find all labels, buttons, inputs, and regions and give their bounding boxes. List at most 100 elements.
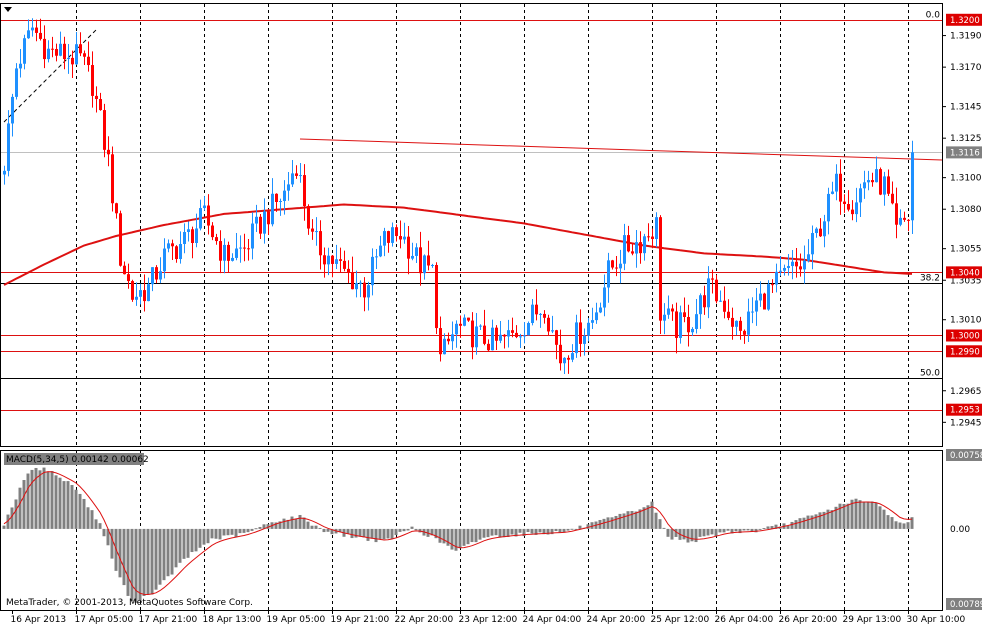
candle-body <box>647 236 650 238</box>
macd-zero-label: 0.00 <box>950 525 970 535</box>
price-tag-label: 1.2990 <box>950 347 980 357</box>
price-tag <box>946 266 982 279</box>
time-axis: 16 Apr 2013 17 Apr 05:00 17 Apr 21:00 18 Ap… <box>11 610 965 625</box>
macd-bar <box>886 515 890 529</box>
candle-body <box>867 180 870 183</box>
macd-bar <box>58 477 62 529</box>
candle-body <box>731 317 734 327</box>
macd-bar <box>126 528 130 596</box>
macd-bar <box>298 514 302 529</box>
candle-body <box>75 44 78 65</box>
candle-body <box>491 327 494 351</box>
price-tick-label: 1.3190 <box>950 32 982 42</box>
candle-body <box>23 38 26 64</box>
candle-body <box>783 267 786 271</box>
candle-body <box>495 327 498 341</box>
candle-body <box>307 206 310 229</box>
macd-bar <box>142 528 146 596</box>
candle-body <box>195 228 198 244</box>
macd-bar <box>506 528 510 538</box>
candle-body <box>635 242 638 254</box>
time-label: 18 Apr 13:00 <box>203 615 262 625</box>
macd-bar <box>674 528 678 537</box>
macd-bar <box>310 525 314 529</box>
macd-bar <box>246 528 250 533</box>
candle-body <box>455 323 458 335</box>
candle-body <box>687 316 690 333</box>
time-label: 16 Apr 2013 <box>11 615 67 625</box>
price-tag-label: 1.3200 <box>950 16 980 26</box>
macd-bar <box>518 528 522 533</box>
candle-body <box>447 338 450 342</box>
macd-bar <box>134 528 138 603</box>
candle-body <box>775 271 778 285</box>
macd-bar <box>478 528 482 540</box>
macd-bar <box>34 467 38 529</box>
macd-bar <box>770 526 774 529</box>
candle-body <box>395 227 398 237</box>
chart-menu-arrow-icon[interactable] <box>4 7 12 12</box>
macd-bar <box>26 473 30 529</box>
macd-bar <box>566 528 570 531</box>
macd-bar <box>122 528 126 586</box>
macd-bar <box>490 528 494 536</box>
macd-bar <box>438 528 442 543</box>
candle-body <box>211 225 214 238</box>
macd-bar <box>382 528 386 540</box>
macd-bar <box>822 511 826 529</box>
candle-body <box>567 357 570 360</box>
macd-bar <box>730 528 734 534</box>
macd-bar <box>206 528 210 544</box>
candle-body <box>499 334 502 341</box>
candle-body <box>139 290 142 297</box>
candle-body <box>603 287 606 308</box>
candle-body <box>295 173 298 176</box>
macd-bar <box>78 493 82 529</box>
candle-body <box>327 255 330 265</box>
candle-body <box>855 202 858 215</box>
candle-body <box>151 267 154 285</box>
macd-bar <box>494 528 498 536</box>
candle-body <box>839 173 842 202</box>
macd-bar <box>158 528 162 585</box>
candle-body <box>771 284 774 286</box>
candle-body <box>835 173 838 192</box>
candle-body <box>43 38 46 60</box>
candle-body <box>423 255 426 274</box>
macd-bar <box>226 528 230 536</box>
macd-bar <box>482 528 486 538</box>
candle-body <box>871 180 874 183</box>
macd-bar <box>530 528 534 534</box>
macd-bar <box>182 528 186 559</box>
macd-bar <box>214 528 218 539</box>
candle-body <box>859 188 862 203</box>
macd-bar <box>306 521 310 529</box>
time-label: 29 Apr 13:00 <box>843 615 902 625</box>
macd-bar <box>294 518 298 529</box>
candle-body <box>659 217 662 321</box>
candle-body <box>695 314 698 329</box>
candle-body <box>671 308 674 312</box>
macd-bar <box>462 528 466 546</box>
candle-body <box>719 300 722 302</box>
price-tick-label: 1.2945 <box>950 418 982 428</box>
time-label: 25 Apr 12:00 <box>651 615 710 625</box>
candle-body <box>119 213 122 266</box>
candle-body <box>551 330 554 332</box>
candle-body <box>899 217 902 225</box>
candle-body <box>335 259 338 264</box>
candle-body <box>431 264 434 266</box>
candle-body <box>227 244 230 261</box>
macd-bar <box>550 528 554 535</box>
macd-bar <box>734 528 738 532</box>
macd-bar <box>86 507 90 529</box>
macd-bar <box>350 528 354 539</box>
price-tag <box>946 329 982 342</box>
macd-bar <box>726 528 730 531</box>
candle-body <box>655 217 658 240</box>
price-tag <box>946 13 982 26</box>
candle-body <box>519 336 522 338</box>
macd-bar <box>654 512 658 529</box>
candle-body <box>679 312 682 338</box>
macd-bar <box>30 469 34 529</box>
